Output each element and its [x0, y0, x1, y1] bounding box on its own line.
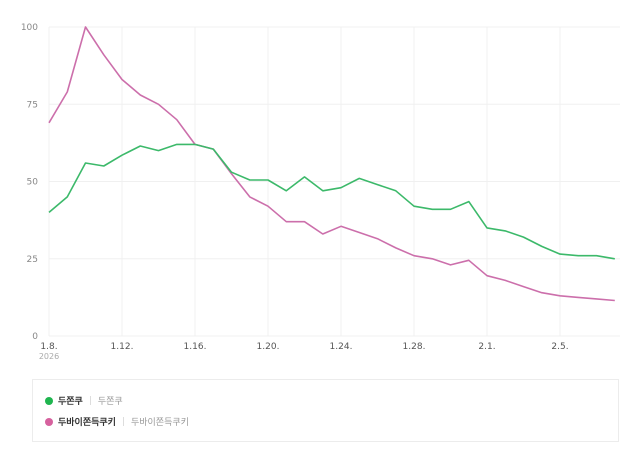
legend-item-dujjonku[interactable]: 두쫀쿠 두쫀쿠	[45, 394, 123, 407]
legend-sublabel: 두바이쫀득쿠키	[130, 418, 189, 428]
chart-grid	[48, 26, 620, 337]
legend-dot-icon	[45, 396, 53, 405]
x-tick-label: 1.28.	[403, 342, 426, 352]
legend-separator	[122, 417, 124, 426]
series-line[interactable]	[48, 26, 615, 302]
x-axis: 1.8.2026 1.12. 1.16. 1.20. 1.24. 1.28. 2.1. 2.5…	[39, 342, 569, 361]
x-tick-label: 1.12.	[111, 342, 134, 352]
x-tick-label: 2.5.	[551, 342, 568, 352]
series-line[interactable]	[48, 143, 615, 260]
x-tick-label: 1.24.	[330, 342, 353, 352]
legend-sublabel: 두쫀쿠	[97, 397, 123, 407]
x-tick-label: 1.8.	[40, 342, 57, 352]
legend-label: 두바이쫀득쿠키	[58, 418, 116, 428]
y-tick-label: 0	[32, 332, 38, 342]
legend-separator	[89, 396, 91, 405]
y-tick-label: 25	[27, 255, 38, 265]
chart-legend: 두쫀쿠 두쫀쿠 두바이쫀득쿠키 두바이쫀득쿠키	[32, 379, 619, 442]
y-tick-label: 100	[21, 23, 38, 33]
legend-label: 두쫀쿠	[58, 397, 83, 407]
x-tick-year: 2026	[39, 352, 59, 361]
chart-lines	[48, 26, 615, 302]
x-tick-label: 2.1.	[478, 342, 495, 352]
y-axis: 0 25 50 75 100	[21, 23, 38, 342]
x-tick-label: 1.20.	[257, 342, 280, 352]
y-tick-label: 75	[27, 100, 38, 110]
legend-dot-icon	[45, 417, 53, 426]
y-tick-label: 50	[27, 178, 39, 188]
x-tick-label: 1.16.	[184, 342, 207, 352]
legend-item-dubai-cookie[interactable]: 두바이쫀득쿠키 두바이쫀득쿠키	[45, 415, 189, 428]
